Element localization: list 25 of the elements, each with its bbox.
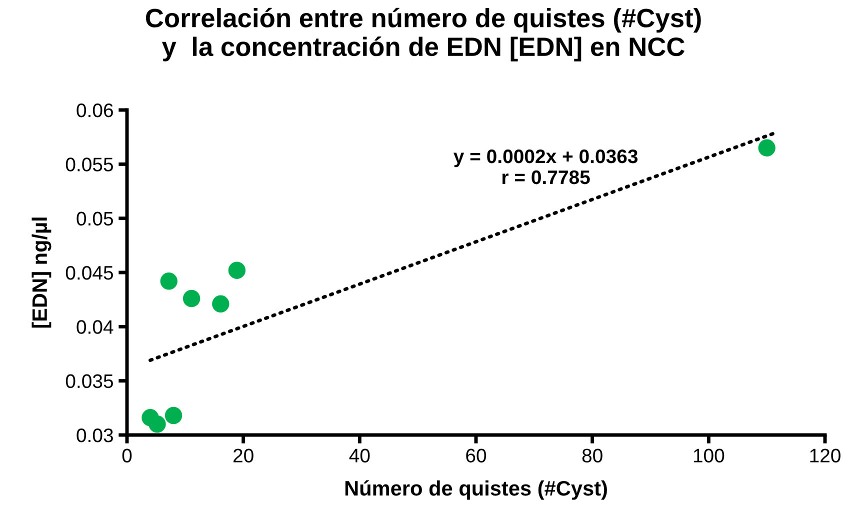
annotation: y = 0.0002x + 0.0363 r = 0.7785 bbox=[454, 149, 638, 184]
chart-title: Correlación entre número de quistes (#Cyst) y la concentración de EDN [EDN] en NCC bbox=[146, 8, 701, 62]
x-tick-label: 40 bbox=[349, 448, 370, 462]
x-axis-title: Número de quistes (#Cyst) bbox=[345, 480, 607, 500]
y-tick-label: 0.04 bbox=[76, 320, 114, 334]
y-axis-title: [EDN] ng/µl bbox=[32, 218, 52, 328]
x-tick-label: 20 bbox=[234, 448, 254, 462]
point bbox=[164, 406, 182, 424]
point bbox=[228, 262, 246, 279]
point bbox=[160, 272, 178, 290]
x-tick-label: 120 bbox=[810, 448, 840, 462]
point bbox=[758, 139, 776, 157]
x-tick-label: 100 bbox=[694, 448, 724, 462]
y-tick-label: 0.03 bbox=[76, 428, 113, 442]
x-tick-label: 80 bbox=[582, 448, 602, 462]
point bbox=[148, 416, 166, 433]
x-tick-label: 0 bbox=[122, 448, 132, 462]
y-tick-label: 0.055 bbox=[66, 158, 113, 172]
y-tick-label: 0.045 bbox=[66, 266, 113, 280]
y-tick-label: 0.06 bbox=[76, 103, 113, 118]
point bbox=[212, 295, 230, 313]
y-tick-label: 0.05 bbox=[76, 212, 113, 226]
y-tick-label: 0.035 bbox=[66, 374, 113, 388]
x-tick-label: 60 bbox=[466, 448, 486, 462]
point bbox=[182, 290, 200, 308]
